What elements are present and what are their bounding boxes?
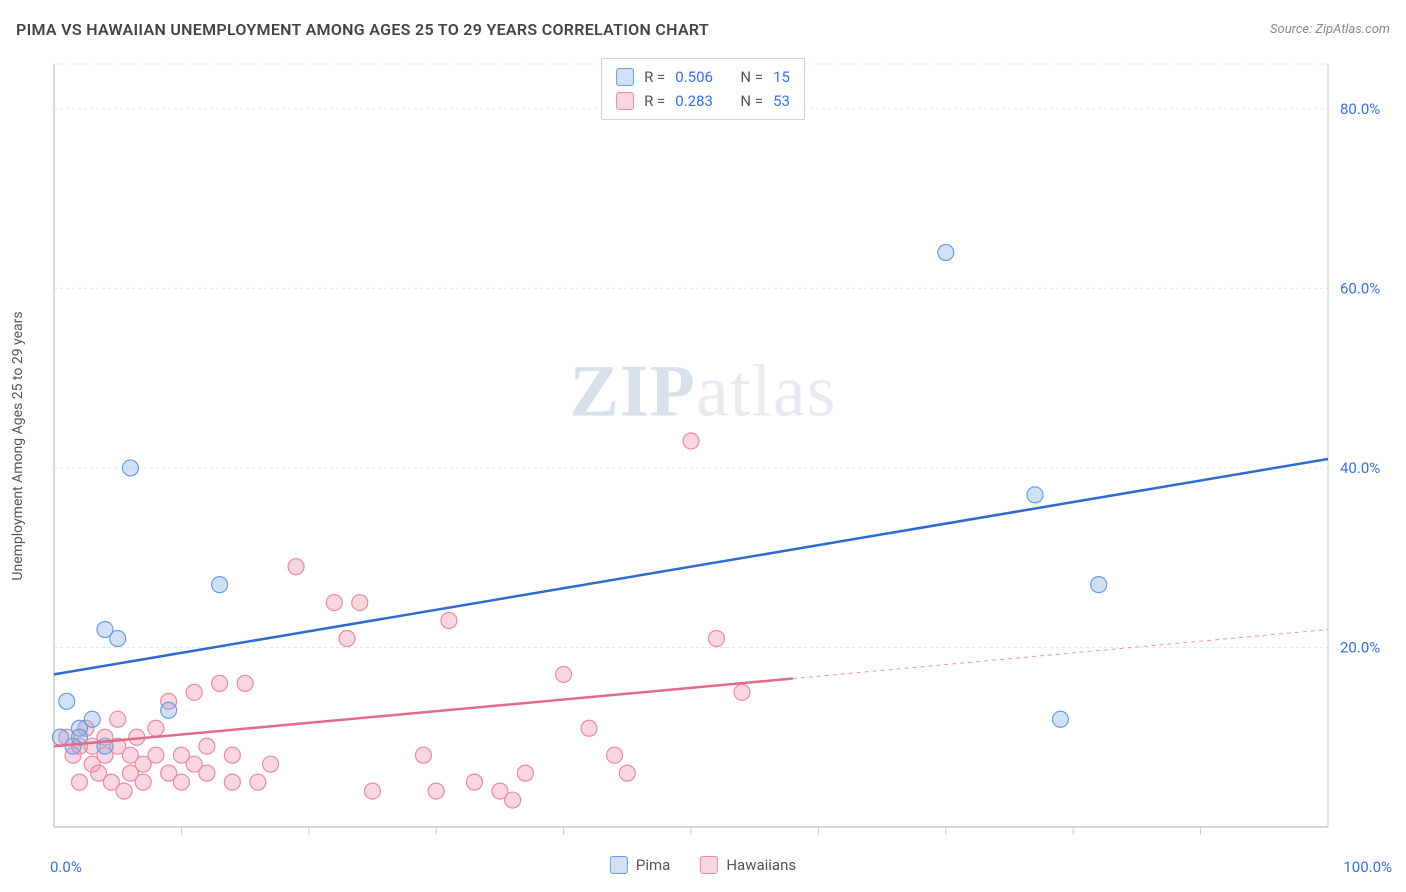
- legend-label-pima: Pima: [636, 856, 670, 874]
- pima-n-value: 15: [773, 65, 790, 89]
- chart-title: PIMA VS HAWAIIAN UNEMPLOYMENT AMONG AGES…: [16, 20, 709, 39]
- svg-text:20.0%: 20.0%: [1340, 638, 1380, 656]
- hawaiians-swatch-icon: [700, 856, 718, 874]
- svg-text:80.0%: 80.0%: [1340, 100, 1380, 118]
- hawaiians-swatch-icon: [616, 92, 634, 110]
- stats-row-pima: R = 0.506 N = 15: [616, 65, 790, 89]
- x-axis-min-label: 0.0%: [50, 858, 82, 876]
- chart-plot-area: 20.0% 40.0% 60.0% 80.0%: [50, 50, 1396, 847]
- svg-text:60.0%: 60.0%: [1340, 279, 1380, 297]
- n-label: N =: [740, 65, 763, 89]
- pima-swatch-icon: [610, 856, 628, 874]
- y-axis-label: Unemployment Among Ages 25 to 29 years: [10, 311, 26, 580]
- legend-label-hawaiians: Hawaiians: [726, 856, 796, 874]
- x-axis-max-label: 100.0%: [1343, 858, 1392, 876]
- source-credit: Source: ZipAtlas.com: [1270, 22, 1390, 37]
- legend-item-hawaiians: Hawaiians: [700, 856, 796, 874]
- scatter-chart-svg: 20.0% 40.0% 60.0% 80.0%: [50, 50, 1396, 847]
- hawaiians-r-value: 0.283: [675, 89, 713, 113]
- series-legend: Pima Hawaiians: [610, 856, 796, 874]
- hawaiians-n-value: 53: [773, 89, 790, 113]
- pima-swatch-icon: [616, 68, 634, 86]
- correlation-stats-box: R = 0.506 N = 15 R = 0.283 N = 53: [601, 58, 805, 120]
- r-label: R =: [644, 89, 665, 113]
- n-label: N =: [740, 89, 763, 113]
- stats-row-hawaiians: R = 0.283 N = 53: [616, 89, 790, 113]
- svg-text:40.0%: 40.0%: [1340, 459, 1380, 477]
- legend-item-pima: Pima: [610, 856, 670, 874]
- pima-r-value: 0.506: [675, 65, 713, 89]
- r-label: R =: [644, 65, 665, 89]
